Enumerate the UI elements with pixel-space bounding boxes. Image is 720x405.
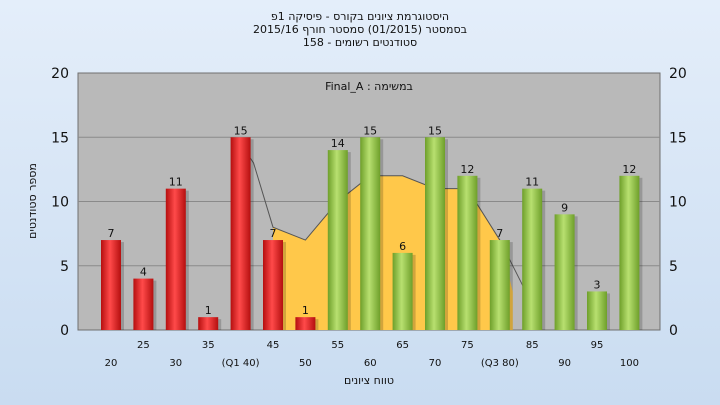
y-tick-label-right: 10 bbox=[669, 195, 687, 211]
bar bbox=[230, 137, 251, 330]
bar-label: 1 bbox=[302, 304, 309, 317]
bar bbox=[295, 317, 316, 330]
bar bbox=[425, 137, 445, 330]
chart-subtitle: במשימה : Final_A bbox=[325, 80, 413, 93]
x-axis-title: טווח ציונים bbox=[344, 374, 394, 387]
bar-label: 1 bbox=[205, 304, 212, 317]
bar bbox=[489, 240, 510, 330]
x-tick-label: 35 bbox=[202, 340, 215, 351]
bar-label: 11 bbox=[169, 176, 183, 189]
x-tick-label: (Q1 40) bbox=[222, 358, 260, 369]
bar-label: 4 bbox=[140, 266, 147, 279]
bar bbox=[554, 214, 575, 330]
bar-label: 3 bbox=[594, 278, 601, 291]
y-tick-label-left: 20 bbox=[51, 66, 69, 82]
chart-title-line-1: היסטוגרמת ציונים בקורס - פיסיקה 1פ bbox=[271, 10, 449, 23]
bar bbox=[392, 252, 413, 330]
chart-title-line-3: סטודנטים רשומים - 158 bbox=[303, 36, 417, 49]
y-axis-title: מספר סטודנטים bbox=[26, 163, 39, 239]
x-tick-label: 85 bbox=[526, 340, 539, 351]
x-tick-label: 100 bbox=[620, 358, 639, 369]
bar bbox=[587, 291, 607, 330]
bar-label: 12 bbox=[622, 163, 636, 176]
bar-label: 11 bbox=[525, 176, 539, 189]
bar-label: 15 bbox=[428, 124, 442, 137]
x-tick-label: 30 bbox=[169, 358, 182, 369]
x-tick-label: 70 bbox=[429, 358, 442, 369]
chart-title-line-2: בסמסטר (01/2015) סמסטר חורף 2015/16 bbox=[253, 23, 467, 36]
y-tick-label-left: 10 bbox=[51, 195, 69, 211]
x-tick-label: 50 bbox=[299, 358, 312, 369]
bar-label: 7 bbox=[108, 227, 115, 240]
x-tick-label: 65 bbox=[396, 340, 409, 351]
x-tick-label: 60 bbox=[364, 358, 377, 369]
x-tick-label: 25 bbox=[137, 340, 150, 351]
x-tick-label: 55 bbox=[331, 340, 344, 351]
bar-label: 6 bbox=[399, 240, 406, 253]
x-tick-label: (Q3 80) bbox=[481, 358, 519, 369]
bar bbox=[360, 137, 381, 330]
bar bbox=[327, 150, 348, 330]
x-tick-label: 45 bbox=[267, 340, 280, 351]
bar-label: 9 bbox=[561, 201, 568, 214]
bar bbox=[165, 188, 186, 330]
x-tick-label: 20 bbox=[105, 358, 118, 369]
bar bbox=[101, 240, 121, 330]
y-tick-label-left: 15 bbox=[51, 130, 69, 146]
bar bbox=[198, 317, 219, 330]
bar-label: 7 bbox=[270, 227, 277, 240]
bar bbox=[619, 175, 640, 330]
bar-label: 12 bbox=[460, 163, 474, 176]
x-ticks: 20 25 30 35 (Q1 40) 45 50 55 60 65 70 75 (Q3 80) 85 90… bbox=[105, 340, 639, 369]
bar-label: 15 bbox=[363, 124, 377, 137]
y-tick-label-right: 15 bbox=[669, 130, 687, 146]
y-ticks-right: 0 5 10 15 20 bbox=[669, 66, 687, 339]
y-tick-label-right: 20 bbox=[669, 66, 687, 82]
bar-label: 7 bbox=[496, 227, 503, 240]
y-ticks-left: 0 5 10 15 20 bbox=[51, 66, 69, 339]
y-tick-label-left: 5 bbox=[60, 259, 69, 275]
x-tick-label: 90 bbox=[558, 358, 571, 369]
bar bbox=[457, 175, 478, 330]
y-tick-label-right: 5 bbox=[669, 259, 678, 275]
bar-label: 14 bbox=[331, 137, 345, 150]
bar bbox=[133, 278, 154, 330]
x-tick-label: 75 bbox=[461, 340, 474, 351]
y-tick-label-left: 0 bbox=[60, 323, 69, 339]
x-tick-label: 95 bbox=[591, 340, 604, 351]
y-tick-label-right: 0 bbox=[669, 323, 678, 339]
bar-label: 15 bbox=[234, 124, 248, 137]
bar bbox=[263, 240, 283, 330]
bar bbox=[522, 188, 543, 330]
